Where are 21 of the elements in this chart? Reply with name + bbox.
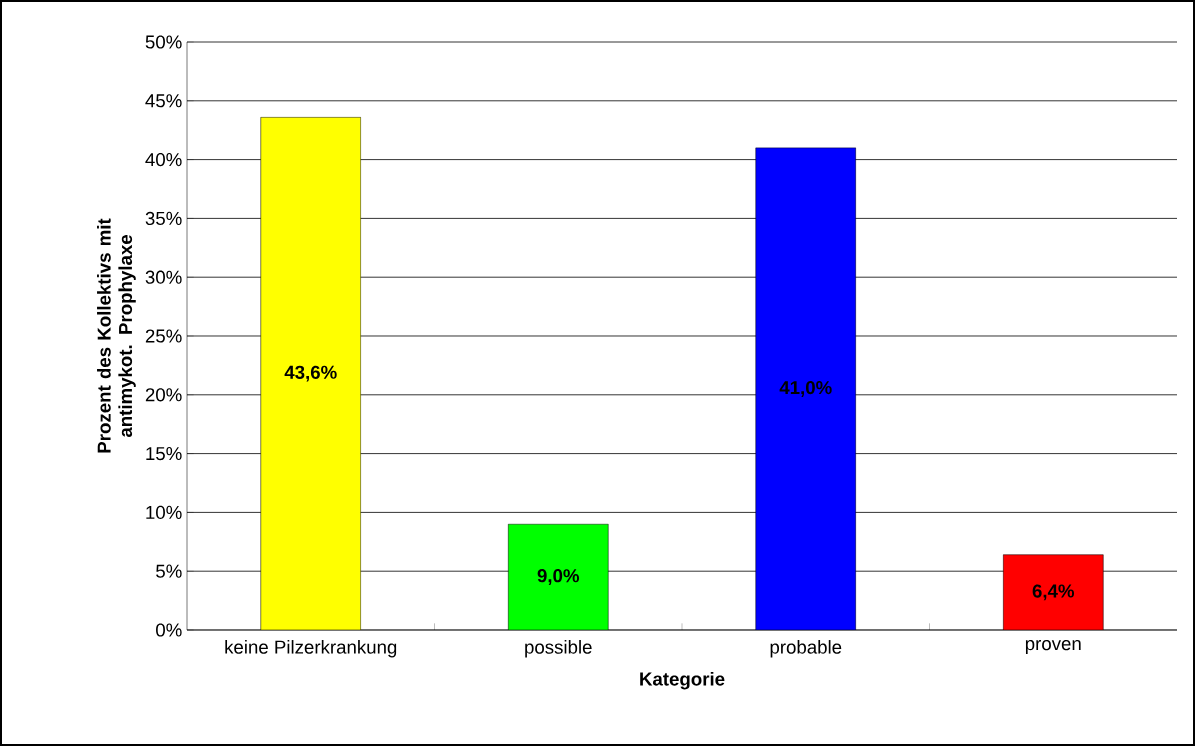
x-tick-label: proven xyxy=(1025,640,1081,654)
y-tick-label: 40% xyxy=(145,152,182,167)
x-tick-label: probable xyxy=(770,640,842,658)
x-axis-title: Kategorie xyxy=(640,671,725,690)
data-label: 43,6% xyxy=(284,365,337,382)
y-tick-label: 45% xyxy=(145,94,182,108)
y-tick-label: 0% xyxy=(156,623,182,637)
y-tick-label: 15% xyxy=(146,447,182,461)
x-tick-label: keine Pilzerkrankung xyxy=(225,640,397,658)
y-tick-label: 10% xyxy=(146,505,182,520)
y-tick-label: 35% xyxy=(145,211,182,226)
y-tick-label: 25% xyxy=(145,329,182,343)
y-tick-label: 20% xyxy=(145,388,182,402)
y-tick-label: 30% xyxy=(145,270,182,284)
y-axis-title: Prozent des Kollektivs mit antimykot. Prophylaxe xyxy=(97,218,136,453)
data-label: 6,4% xyxy=(1032,584,1075,601)
x-tick-label: possible xyxy=(525,640,592,658)
y-tick-label: 50% xyxy=(145,35,182,49)
y-tick-label: 5% xyxy=(156,564,182,578)
data-label: 41,0% xyxy=(779,380,832,397)
data-label: 9,0% xyxy=(537,569,580,586)
